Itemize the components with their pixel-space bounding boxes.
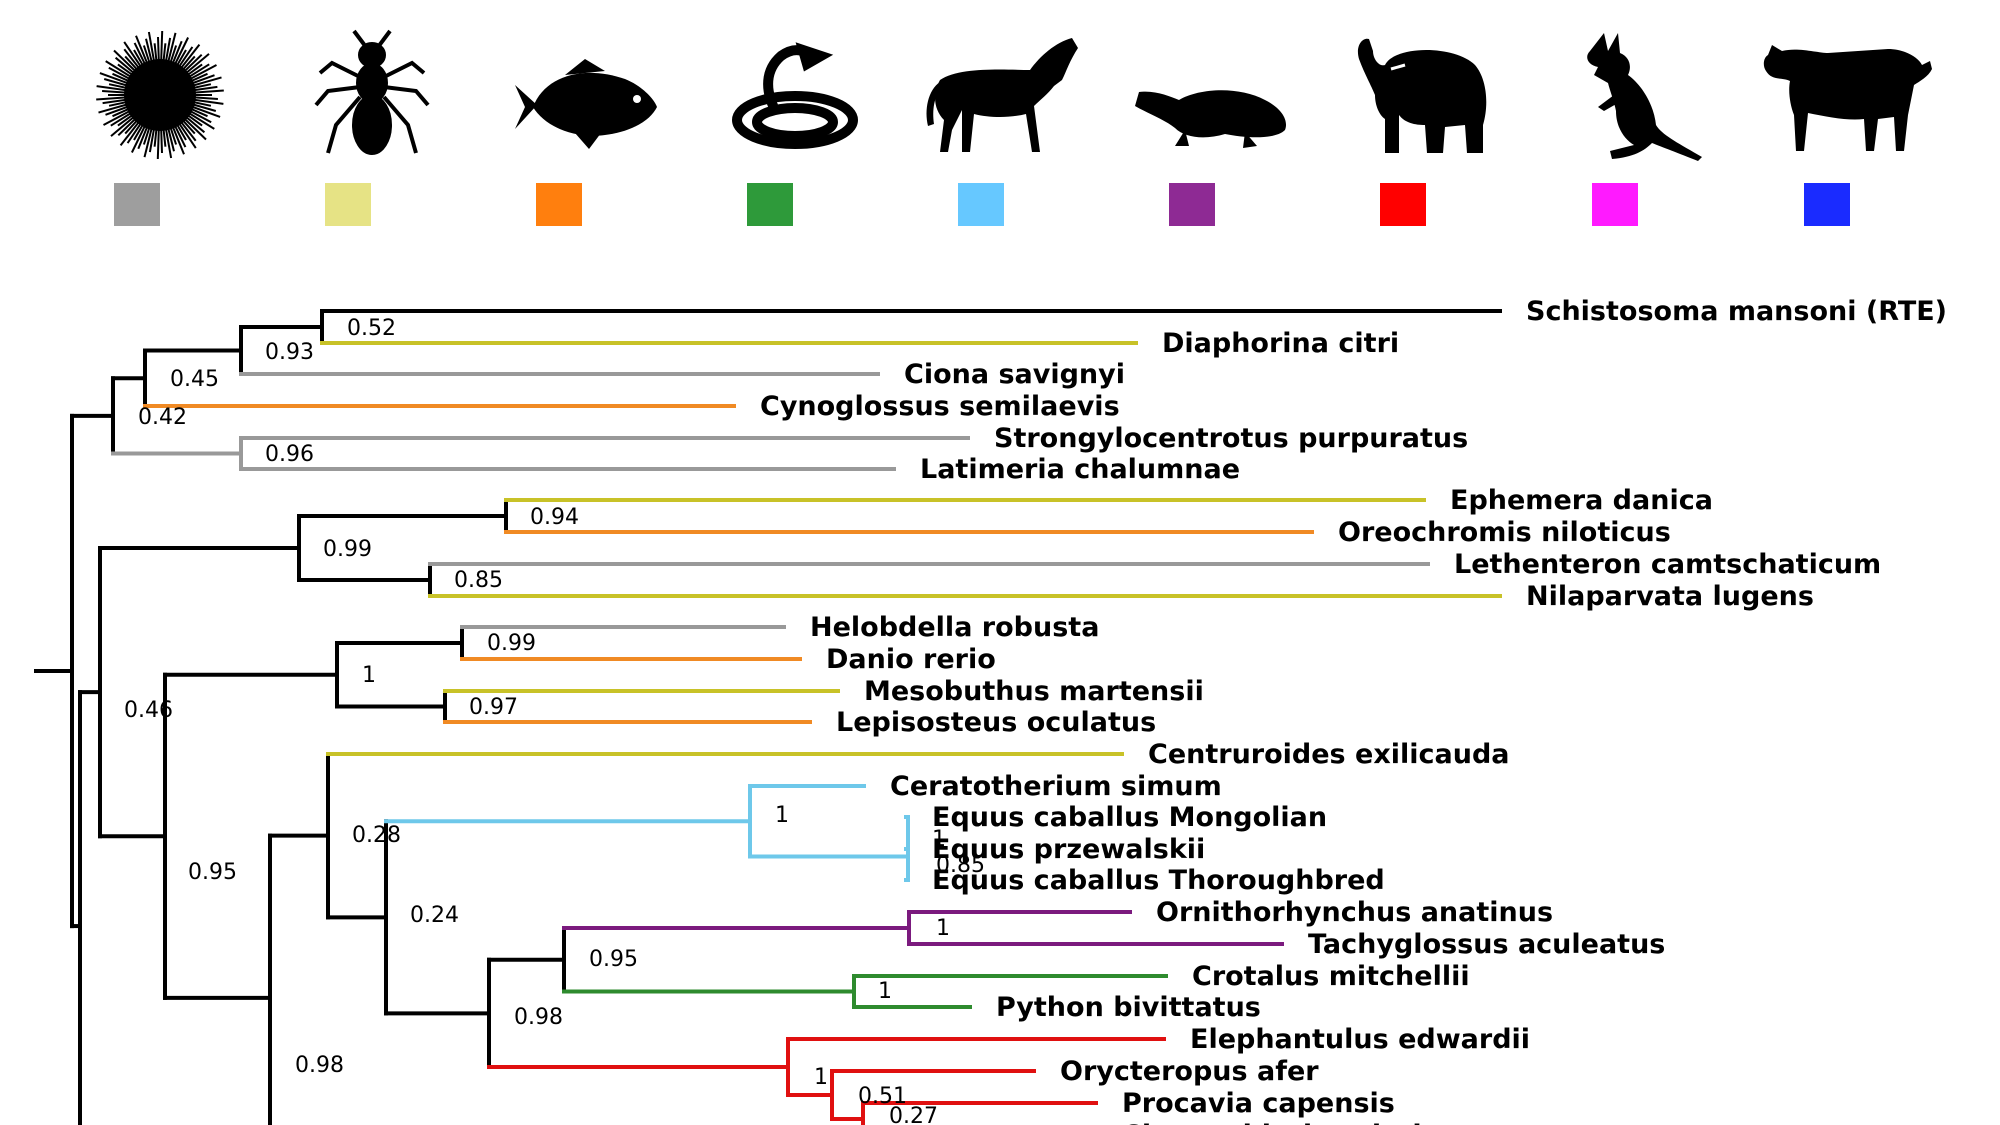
kangaroo-icon — [1587, 33, 1702, 161]
taxon-label: Oreochromis niloticus — [1338, 517, 1671, 548]
legend-swatch-ant — [325, 183, 371, 226]
legend-swatch-kangaroo — [1592, 183, 1638, 226]
support-value: 1 — [362, 663, 376, 688]
support-value: 0.28 — [352, 823, 401, 848]
legend-swatch-platypus — [1169, 183, 1215, 226]
support-value: 0.93 — [265, 340, 314, 365]
legend-swatches — [114, 183, 1850, 226]
taxon-label: Ornithorhynchus anatinus — [1156, 897, 1553, 928]
cow-icon — [1763, 45, 1932, 151]
taxon-label: Elephantulus edwardii — [1190, 1024, 1530, 1055]
taxon-label: Tachyglossus aculeatus — [1308, 929, 1665, 960]
support-value: 1 — [814, 1065, 828, 1090]
taxon-label: Strongylocentrotus purpuratus — [994, 423, 1468, 454]
taxon-label: Centruroides exilicauda — [1148, 739, 1510, 770]
support-value: 0.42 — [138, 405, 187, 430]
support-value: 0.85 — [454, 568, 503, 593]
elephant-icon — [1357, 38, 1487, 153]
support-value: 0.96 — [265, 442, 314, 467]
support-value: 0.95 — [188, 860, 237, 885]
support-value: 0.24 — [410, 903, 459, 928]
sea-urchin-icon — [96, 30, 224, 160]
support-value: 0.98 — [295, 1053, 344, 1078]
taxon-label: Danio rerio — [826, 644, 996, 675]
taxon-label: Crotalus mitchellii — [1192, 961, 1470, 992]
support-value: 0.52 — [347, 316, 396, 341]
fish-icon — [515, 59, 657, 149]
snake-icon — [732, 42, 858, 149]
ant-icon — [314, 29, 430, 155]
support-value: 0.99 — [323, 537, 372, 562]
support-value: 1 — [932, 827, 946, 852]
legend-swatch-elephant — [1380, 183, 1426, 226]
support-value: 1 — [878, 979, 892, 1004]
support-value: 0.51 — [858, 1084, 907, 1109]
platypus-icon — [1135, 90, 1287, 148]
taxon-label: Equus caballus Thoroughbred — [932, 865, 1385, 896]
support-value: 0.97 — [469, 695, 518, 720]
support-value: 0.46 — [124, 698, 173, 723]
taxon-label: Orycteropus afer — [1060, 1056, 1319, 1087]
legend-swatch-cow — [1804, 183, 1850, 226]
taxon-label: Nilaparvata lugens — [1526, 581, 1814, 612]
support-value: 0.98 — [514, 1005, 563, 1030]
taxon-label: Ephemera danica — [1450, 485, 1713, 516]
taxon-label: Lepisosteus oculatus — [836, 707, 1156, 738]
legend-swatch-snake — [747, 183, 793, 226]
taxon-label: Cynoglossus semilaevis — [760, 391, 1120, 422]
support-value: 0.45 — [170, 367, 219, 392]
legend-icons — [96, 29, 1932, 161]
taxon-label: Schistosoma mansoni (RTE) — [1526, 296, 1947, 327]
support-value: 0.99 — [487, 631, 536, 656]
legend-swatch-horse — [958, 183, 1004, 226]
taxon-label: Helobdella robusta — [810, 612, 1099, 643]
tree: Schistosoma mansoni (RTE) Diaphorina citr… — [34, 296, 1947, 1125]
legend-swatch-sea-urchin — [114, 183, 160, 226]
support-value: 1 — [936, 916, 950, 941]
taxon-label: Chrysochloris asiatica — [1122, 1120, 1456, 1125]
taxon-label: Latimeria chalumnae — [920, 454, 1240, 485]
taxon-label: Equus caballus Mongolian — [932, 802, 1327, 833]
taxon-label: Diaphorina citri — [1162, 328, 1399, 359]
taxon-label: Procavia capensis — [1122, 1088, 1395, 1119]
legend-swatch-fish — [536, 183, 582, 226]
support-value: 0.27 — [889, 1104, 938, 1125]
horse-icon — [926, 38, 1078, 152]
taxon-label: Ciona savignyi — [904, 359, 1125, 390]
taxon-label: Lethenteron camtschaticum — [1454, 549, 1881, 580]
taxon-label: Ceratotherium simum — [890, 771, 1222, 802]
support-value: 0.94 — [530, 505, 579, 530]
support-values: 0.52 0.93 0.45 0.42 0.96 0.94 0.99 0.85 0.99 1 0.9… — [124, 316, 985, 1125]
taxon-labels: Schistosoma mansoni (RTE) Diaphorina citr… — [760, 296, 1947, 1125]
support-value: 0.95 — [589, 947, 638, 972]
support-value: 0.85 — [936, 853, 985, 878]
support-value: 1 — [775, 803, 789, 828]
taxon-label: Python bivittatus — [996, 992, 1261, 1023]
taxon-label: Mesobuthus martensii — [864, 676, 1204, 707]
taxon-label: Equus przewalskii — [932, 834, 1205, 865]
